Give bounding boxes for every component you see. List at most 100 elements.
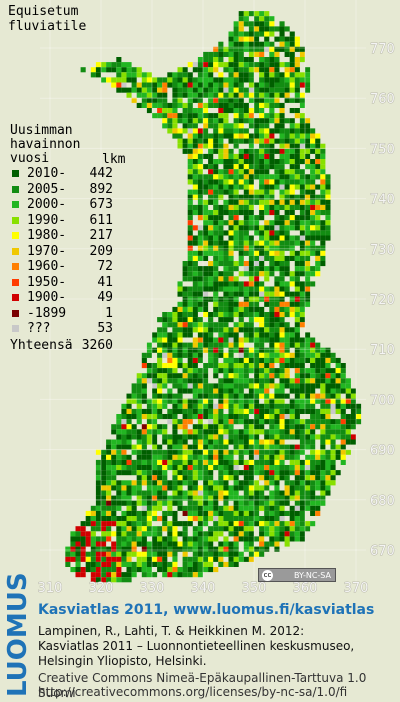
grid-square — [289, 194, 295, 200]
grid-square — [315, 245, 321, 251]
grid-square — [248, 31, 254, 37]
grid-square — [192, 312, 198, 318]
grid-square — [274, 414, 280, 420]
grid-square — [299, 459, 305, 465]
grid-square — [274, 235, 280, 241]
grid-square — [310, 454, 316, 460]
grid-square — [213, 516, 219, 522]
grid-square — [197, 373, 203, 379]
grid-square — [218, 46, 224, 52]
grid-square — [228, 51, 234, 57]
grid-square — [228, 77, 234, 83]
grid-square — [254, 128, 260, 134]
grid-square — [305, 281, 311, 287]
grid-square — [121, 495, 127, 501]
grid-square — [305, 199, 311, 205]
grid-square — [345, 414, 351, 420]
grid-square — [177, 373, 183, 379]
grid-square — [162, 516, 168, 522]
grid-square — [248, 322, 254, 328]
grid-square — [325, 357, 331, 363]
grid-square — [172, 434, 178, 440]
grid-square — [218, 133, 224, 139]
grid-square — [192, 363, 198, 369]
grid-square — [172, 383, 178, 389]
grid-square — [106, 465, 112, 471]
grid-square — [136, 398, 142, 404]
grid-square — [289, 41, 295, 47]
grid-square — [192, 526, 198, 532]
grid-square — [305, 296, 311, 302]
grid-square — [238, 26, 244, 32]
grid-square — [223, 169, 229, 175]
grid-square — [294, 67, 300, 73]
grid-square — [259, 153, 265, 159]
grid-square — [146, 459, 152, 465]
grid-square — [213, 250, 219, 256]
grid-square — [269, 271, 275, 277]
grid-square — [187, 179, 193, 185]
grid-square — [325, 429, 331, 435]
grid-square — [136, 541, 142, 547]
grid-square — [284, 531, 290, 537]
grid-square — [259, 261, 265, 267]
grid-square — [238, 21, 244, 27]
grid-square — [310, 271, 316, 277]
grid-square — [279, 184, 285, 190]
grid-square — [192, 327, 198, 333]
grid-square — [264, 31, 270, 37]
grid-square — [320, 240, 326, 246]
grid-square — [131, 434, 137, 440]
grid-square — [187, 378, 193, 384]
grid-square — [121, 577, 127, 583]
grid-square — [208, 429, 214, 435]
grid-square — [223, 480, 229, 486]
grid-square — [157, 556, 163, 562]
grid-square — [213, 414, 219, 420]
grid-square — [254, 159, 260, 165]
grid-square — [182, 561, 188, 567]
grid-square — [203, 250, 209, 256]
grid-square — [187, 398, 193, 404]
grid-square — [289, 378, 295, 384]
grid-square — [162, 82, 168, 88]
grid-square — [330, 449, 336, 455]
grid-square — [274, 97, 280, 103]
grid-square — [274, 439, 280, 445]
grid-square — [228, 526, 234, 532]
grid-square — [299, 403, 305, 409]
grid-square — [182, 419, 188, 425]
grid-square — [218, 531, 224, 537]
grid-square — [330, 378, 336, 384]
grid-square — [340, 429, 346, 435]
grid-square — [294, 57, 300, 63]
grid-square — [284, 301, 290, 307]
grid-square — [111, 577, 117, 583]
grid-square — [197, 148, 203, 154]
grid-square — [248, 62, 254, 68]
grid-square — [141, 398, 147, 404]
grid-square — [162, 480, 168, 486]
grid-square — [320, 143, 326, 149]
grid-square — [228, 189, 234, 195]
grid-square — [279, 363, 285, 369]
grid-square — [121, 510, 127, 516]
grid-square — [152, 500, 158, 506]
grid-square — [274, 220, 280, 226]
grid-square — [289, 57, 295, 63]
grid-square — [152, 408, 158, 414]
grid-square — [259, 194, 265, 200]
grid-square — [254, 536, 260, 542]
grid-square — [269, 225, 275, 231]
grid-square — [95, 490, 101, 496]
grid-square — [274, 67, 280, 73]
grid-square — [101, 531, 107, 537]
grid-square — [177, 312, 183, 318]
grid-square — [152, 480, 158, 486]
grid-square — [157, 536, 163, 542]
grid-square — [162, 393, 168, 399]
grid-square — [172, 77, 178, 83]
grid-square — [152, 373, 158, 379]
grid-square — [325, 215, 331, 221]
grid-square — [203, 393, 209, 399]
